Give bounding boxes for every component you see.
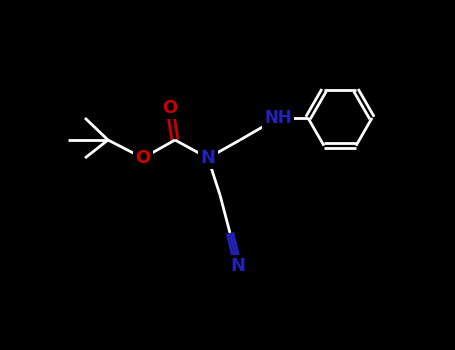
- Text: O: O: [162, 99, 177, 117]
- Text: O: O: [136, 149, 151, 167]
- Text: NH: NH: [264, 109, 292, 127]
- Text: N: N: [231, 257, 246, 275]
- Text: N: N: [201, 149, 216, 167]
